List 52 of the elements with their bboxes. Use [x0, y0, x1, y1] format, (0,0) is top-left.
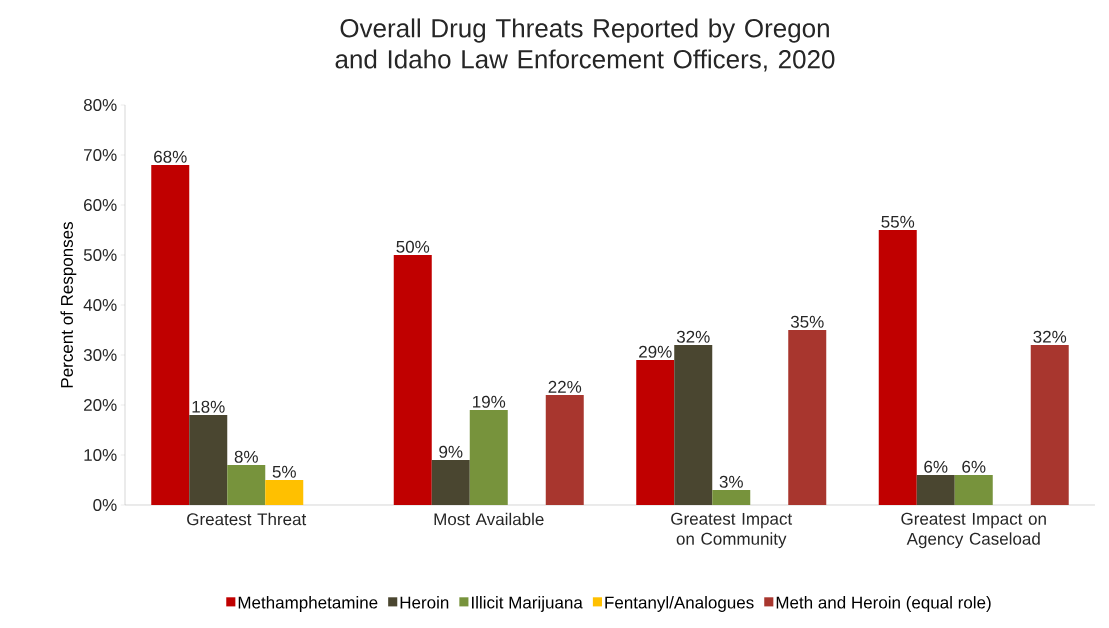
- data-label: 50%: [396, 240, 430, 253]
- bar: [674, 344, 713, 505]
- bar: [545, 394, 584, 505]
- x-tick-label: Greatest Threat: [187, 512, 307, 526]
- bar: [788, 329, 827, 505]
- data-label: 18%: [192, 400, 225, 413]
- data-label: 68%: [154, 150, 187, 163]
- bar: [954, 474, 993, 505]
- legend-label: Fentanyl/Analogues: [605, 596, 754, 612]
- y-tick-label: 40%: [83, 298, 117, 312]
- bar: [393, 254, 432, 505]
- chart-title: Overall Drug Threats Reported by Oregon and Idaho Law Enforcement Officers, 2020: [335, 18, 835, 72]
- y-tick-label: 10%: [84, 448, 117, 462]
- bar: [265, 479, 304, 505]
- bar: [431, 459, 470, 505]
- bar: [712, 489, 751, 505]
- data-label: 3%: [719, 475, 743, 488]
- bar: [189, 414, 228, 505]
- x-tick-label: Greatest Impact on Agency Caseload: [901, 512, 1046, 549]
- bar: [227, 464, 266, 505]
- x-tick-label: Most Available: [434, 512, 544, 526]
- data-label: 5%: [272, 465, 296, 478]
- bar: [878, 229, 917, 505]
- legend-label: Heroin: [400, 596, 449, 609]
- y-tick-label: 0%: [93, 498, 117, 512]
- y-tick-label: 80%: [83, 98, 117, 112]
- bar: [469, 409, 508, 505]
- y-tick-label: 20%: [84, 398, 117, 412]
- data-label: 32%: [676, 330, 710, 343]
- data-label: 35%: [790, 315, 824, 328]
- legend-label: Illicit Marijuana: [472, 596, 583, 612]
- data-label: 29%: [639, 345, 672, 358]
- data-label: 6%: [962, 460, 986, 473]
- legend-label: Methamphetamine: [238, 596, 378, 612]
- data-label: 6%: [924, 460, 948, 473]
- legend-label: Meth and Heroin (equal role): [776, 596, 991, 612]
- y-tick-label: 30%: [83, 348, 117, 362]
- y-axis-title: Percent of Responses: [60, 222, 77, 388]
- bar: [1030, 344, 1069, 505]
- data-label: 9%: [439, 445, 463, 458]
- x-tick-label: Greatest Impact on Community: [671, 512, 793, 549]
- bar: [916, 474, 955, 505]
- bar: [636, 359, 675, 505]
- data-label: 32%: [1033, 330, 1067, 343]
- data-label: 8%: [234, 450, 258, 463]
- bar: [151, 164, 190, 505]
- y-tick-label: 60%: [84, 198, 117, 212]
- data-label: 55%: [881, 215, 915, 228]
- y-tick-label: 70%: [84, 148, 117, 162]
- y-tick-label: 50%: [83, 248, 117, 262]
- data-label: 19%: [473, 395, 506, 408]
- data-label: 22%: [548, 380, 582, 393]
